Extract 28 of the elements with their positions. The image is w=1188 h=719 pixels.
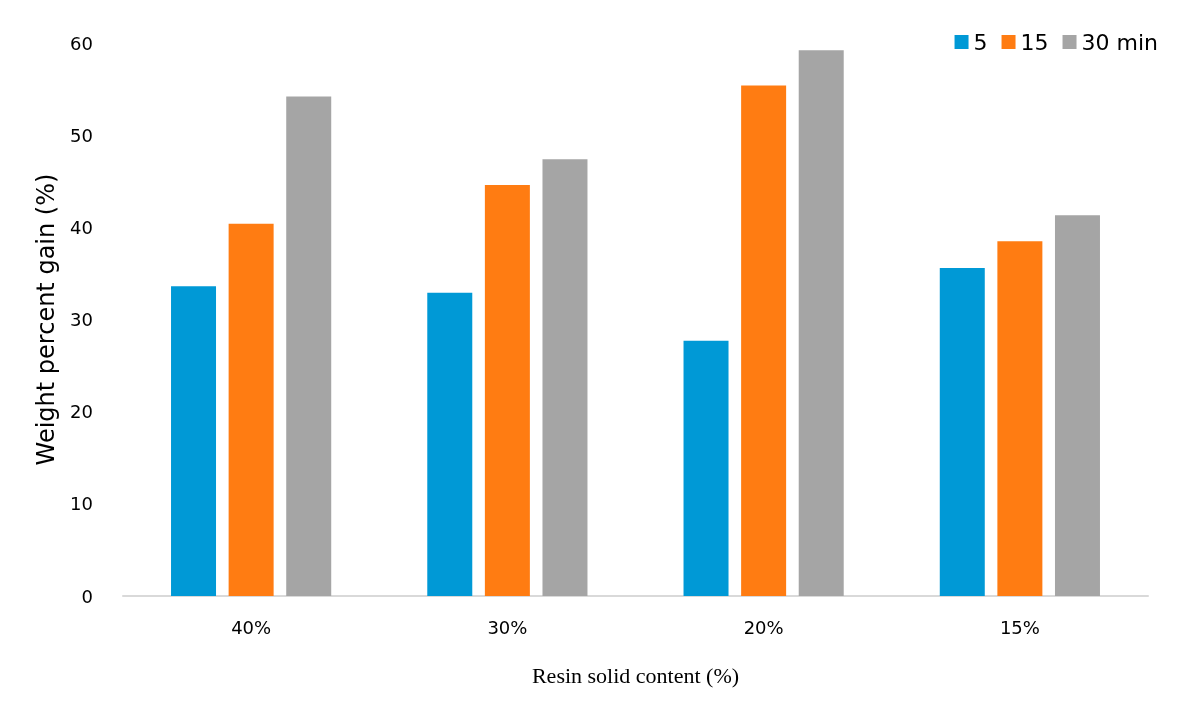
y-tick-label: 60 <box>70 32 93 54</box>
y-tick-label: 40 <box>70 216 93 238</box>
x-tick-label: 40% <box>231 616 272 638</box>
y-tick-label: 50 <box>70 124 93 146</box>
bar <box>741 85 787 596</box>
y-tick-label: 0 <box>81 585 93 607</box>
y-tick-label: 20 <box>70 401 93 423</box>
y-tick-label: 10 <box>70 493 93 515</box>
bar <box>683 340 729 596</box>
x-tick-label: 15% <box>999 616 1040 638</box>
bar <box>427 292 473 596</box>
legend-label: 5 <box>973 29 988 55</box>
legend-label: 30 min <box>1081 29 1159 55</box>
y-tick-label: 30 <box>70 309 93 330</box>
legend-label: 15 <box>1020 29 1049 55</box>
bar <box>1054 215 1100 596</box>
x-tick-label: 20% <box>743 616 784 638</box>
bar <box>542 159 588 596</box>
bar <box>286 96 332 596</box>
bar <box>798 50 844 596</box>
bar <box>997 241 1043 596</box>
bar <box>484 184 530 596</box>
x-tick-label: 30% <box>487 616 528 638</box>
bar <box>939 267 985 596</box>
bar <box>228 223 274 596</box>
y-axis-title: Weight percent gain (%) <box>32 173 60 466</box>
x-axis-title: Resin solid content (%) <box>531 662 740 688</box>
bar <box>171 286 217 596</box>
